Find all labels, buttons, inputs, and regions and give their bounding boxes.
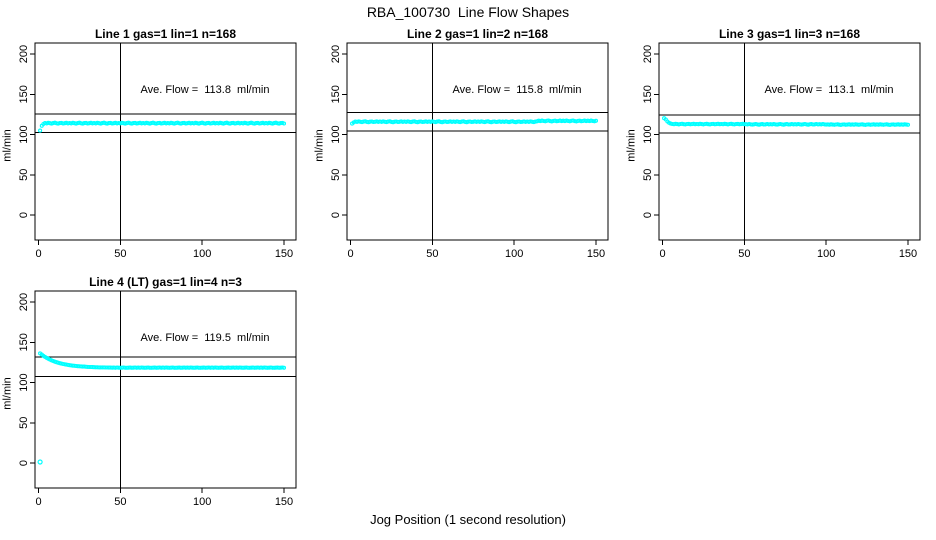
y-axis-label: ml/min	[1, 129, 14, 162]
y-tick-label: 150	[330, 85, 342, 103]
y-axis-label: ml/min	[313, 129, 326, 162]
x-tick-label: 0	[35, 496, 41, 508]
data-points	[38, 120, 287, 133]
y-tick-label: 0	[642, 212, 654, 218]
y-tick-label: 50	[642, 169, 654, 181]
subplot-line-3: 0 50 100 150 0 50 100 150 200 Line 3 gas=1 lin=3…	[624, 20, 936, 268]
y-axis-label: ml/min	[625, 129, 638, 162]
subplot-title: Line 1 gas=1 lin=1 n=168	[94, 27, 237, 41]
data-points	[350, 118, 599, 126]
x-tick-label: 100	[193, 248, 211, 260]
data-points	[37, 351, 287, 465]
y-tick-label: 200	[330, 45, 342, 63]
y-tick-label: 50	[18, 169, 30, 181]
y-tick-label: 100	[642, 125, 654, 143]
y-tick-label: 0	[330, 212, 342, 218]
subplot-line-4: 0 50 100 150 0 50 100 150 200 Line 4 (LT) gas=1 …	[0, 268, 312, 516]
ave-flow-annotation: Ave. Flow = 113.1 ml/min	[764, 84, 894, 96]
x-tick-label: 50	[426, 248, 438, 260]
y-tick-label: 150	[18, 85, 30, 103]
y-tick-label: 150	[18, 333, 30, 351]
y-tick-label: 200	[642, 45, 654, 63]
y-tick-label: 50	[18, 417, 30, 429]
plot-box	[346, 42, 609, 241]
x-tick-label: 150	[275, 248, 293, 260]
x-tick-label: 150	[899, 248, 917, 260]
x-tick-label: 50	[114, 248, 126, 260]
y-tick-label: 0	[18, 460, 30, 466]
data-points	[662, 116, 911, 127]
subplot-line-1: 0 50 100 150 0 50 100 150 200 Line 1 gas=1 lin=1…	[0, 20, 312, 268]
x-tick-label: 0	[659, 248, 665, 260]
ave-flow-annotation: Ave. Flow = 113.8 ml/min	[140, 84, 270, 96]
plot-box	[34, 42, 297, 241]
x-tick-label: 100	[817, 248, 835, 260]
y-axis-label: ml/min	[1, 377, 14, 410]
x-tick-label: 50	[114, 496, 126, 508]
plot-area-line-2: 0 50 100 150 0 50 100 150 200	[330, 42, 609, 260]
subplot-title: Line 2 gas=1 lin=2 n=168	[406, 27, 549, 41]
y-tick-label: 200	[18, 45, 30, 63]
figure-title: RBA_100730 Line Flow Shapes	[366, 4, 570, 20]
x-tick-label: 150	[275, 496, 293, 508]
y-tick-label: 100	[18, 373, 30, 391]
y-tick-label: 100	[18, 125, 30, 143]
y-tick-label: 0	[18, 212, 30, 218]
ave-flow-annotation: Ave. Flow = 115.8 ml/min	[452, 84, 582, 96]
subplot-title: Line 3 gas=1 lin=3 n=168	[718, 27, 861, 41]
plot-area-line-1: 0 50 100 150 0 50 100 150 200	[18, 42, 297, 260]
y-tick-label: 50	[330, 169, 342, 181]
x-axis-label: Jog Position (1 second resolution)	[370, 512, 566, 527]
x-tick-label: 100	[193, 496, 211, 508]
x-tick-label: 100	[505, 248, 523, 260]
plot-area-line-3: 0 50 100 150 0 50 100 150 200	[642, 42, 921, 260]
plot-box	[34, 290, 297, 489]
y-tick-label: 100	[330, 125, 342, 143]
plot-area-line-4: 0 50 100 150 0 50 100 150 200	[18, 290, 297, 508]
subplot-line-2: 0 50 100 150 0 50 100 150 200 Line 2 gas=1 lin=2…	[312, 20, 624, 268]
x-tick-label: 0	[347, 248, 353, 260]
x-tick-label: 0	[35, 248, 41, 260]
x-tick-label: 150	[587, 248, 605, 260]
y-tick-label: 200	[18, 293, 30, 311]
subplot-title: Line 4 (LT) gas=1 lin=4 n=3	[89, 275, 242, 289]
y-tick-label: 150	[642, 85, 654, 103]
x-tick-label: 50	[738, 248, 750, 260]
plot-box	[658, 42, 921, 241]
ave-flow-annotation: Ave. Flow = 119.5 ml/min	[140, 332, 270, 344]
